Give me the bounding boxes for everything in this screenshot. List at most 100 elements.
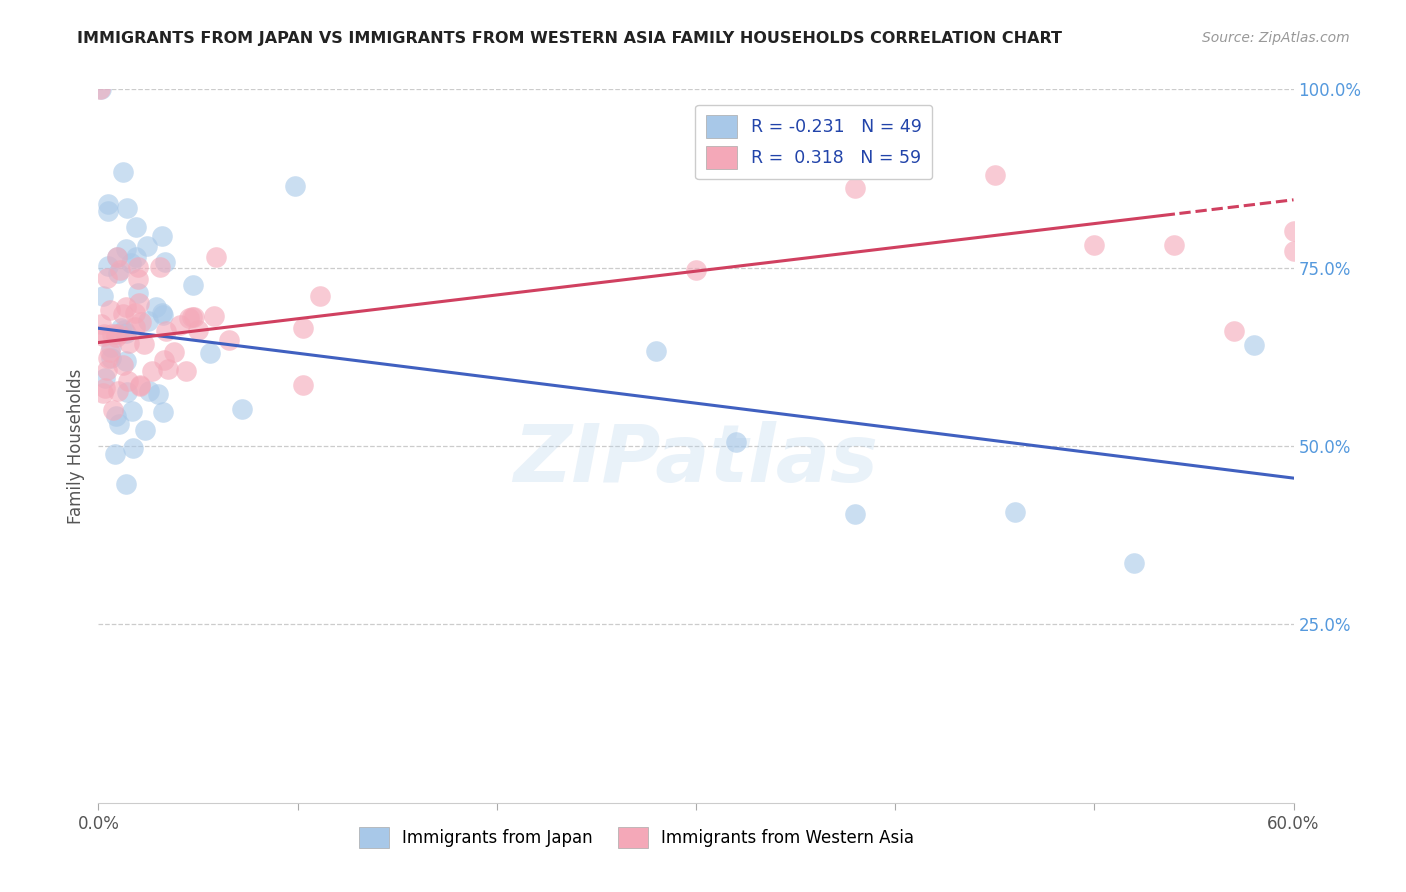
- Point: [163, 345, 186, 359]
- Point: [112, 165, 135, 179]
- Point: [724, 435, 747, 450]
- Point: [97, 197, 120, 211]
- Text: ZIPatlas: ZIPatlas: [513, 421, 879, 500]
- Point: [984, 168, 1007, 182]
- Point: [117, 374, 139, 388]
- Point: [127, 286, 149, 301]
- Point: [291, 321, 314, 335]
- Point: [179, 310, 201, 325]
- Point: [141, 364, 163, 378]
- Point: [134, 337, 156, 351]
- Text: IMMIGRANTS FROM JAPAN VS IMMIGRANTS FROM WESTERN ASIA FAMILY HOUSEHOLDS CORRELAT: IMMIGRANTS FROM JAPAN VS IMMIGRANTS FROM…: [77, 31, 1063, 46]
- Point: [114, 326, 136, 340]
- Point: [136, 238, 159, 252]
- Point: [93, 327, 115, 342]
- Point: [152, 308, 174, 322]
- Point: [292, 377, 315, 392]
- Point: [176, 364, 198, 378]
- Point: [124, 319, 146, 334]
- Point: [645, 343, 668, 358]
- Point: [284, 178, 307, 193]
- Point: [105, 250, 128, 264]
- Point: [97, 351, 120, 365]
- Point: [129, 379, 152, 393]
- Point: [104, 409, 127, 424]
- Point: [98, 303, 121, 318]
- Point: [187, 323, 209, 337]
- Point: [183, 310, 205, 324]
- Point: [204, 251, 226, 265]
- Point: [91, 329, 114, 343]
- Point: [100, 340, 122, 354]
- Point: [169, 318, 191, 333]
- Point: [97, 204, 120, 219]
- Point: [127, 260, 149, 275]
- Point: [94, 381, 117, 395]
- Point: [1282, 224, 1305, 238]
- Legend: Immigrants from Japan, Immigrants from Western Asia: Immigrants from Japan, Immigrants from W…: [352, 821, 921, 855]
- Point: [105, 250, 128, 264]
- Point: [149, 260, 172, 275]
- Point: [180, 310, 202, 324]
- Point: [125, 251, 148, 265]
- Point: [125, 219, 148, 234]
- Point: [844, 181, 866, 195]
- Point: [89, 82, 111, 96]
- Point: [131, 315, 153, 329]
- Point: [309, 289, 332, 303]
- Point: [150, 229, 173, 244]
- Point: [198, 346, 221, 360]
- Point: [150, 306, 173, 320]
- Point: [118, 335, 141, 350]
- Point: [1083, 238, 1105, 252]
- Point: [90, 317, 112, 331]
- Point: [231, 401, 253, 416]
- Text: Source: ZipAtlas.com: Source: ZipAtlas.com: [1202, 31, 1350, 45]
- Point: [157, 362, 180, 376]
- Point: [96, 363, 118, 377]
- Point: [145, 300, 167, 314]
- Point: [97, 259, 120, 273]
- Point: [115, 300, 138, 314]
- Point: [103, 403, 125, 417]
- Point: [115, 354, 138, 368]
- Point: [115, 476, 138, 491]
- Point: [120, 256, 142, 270]
- Point: [91, 288, 114, 302]
- Point: [93, 371, 115, 385]
- Point: [218, 333, 240, 347]
- Point: [124, 305, 146, 319]
- Point: [685, 262, 707, 277]
- Point: [112, 307, 135, 321]
- Point: [111, 358, 134, 372]
- Point: [104, 447, 127, 461]
- Point: [153, 254, 176, 268]
- Point: [107, 384, 129, 399]
- Point: [136, 314, 159, 328]
- Point: [104, 326, 127, 341]
- Point: [1223, 324, 1246, 338]
- Point: [115, 384, 138, 399]
- Point: [155, 325, 177, 339]
- Point: [104, 330, 127, 344]
- Point: [181, 278, 204, 293]
- Point: [115, 243, 138, 257]
- Point: [98, 345, 121, 359]
- Point: [121, 404, 143, 418]
- Point: [91, 385, 114, 400]
- Point: [90, 82, 112, 96]
- Point: [128, 295, 150, 310]
- Y-axis label: Family Households: Family Households: [66, 368, 84, 524]
- Point: [115, 201, 138, 215]
- Point: [1123, 556, 1146, 570]
- Point: [108, 417, 131, 431]
- Point: [146, 387, 169, 401]
- Point: [101, 327, 124, 342]
- Point: [152, 405, 174, 419]
- Point: [110, 321, 132, 335]
- Point: [1004, 505, 1026, 519]
- Point: [1282, 244, 1305, 258]
- Point: [100, 351, 122, 365]
- Point: [153, 352, 176, 367]
- Point: [202, 309, 225, 323]
